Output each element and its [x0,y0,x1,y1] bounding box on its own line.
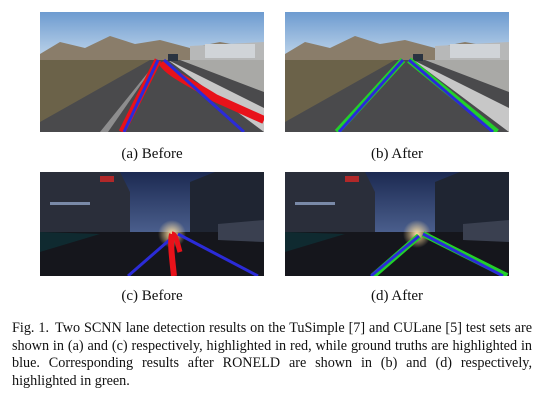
ground-truth-lane-right [422,232,504,276]
image-b-tusimple-after [285,12,509,132]
detection-lane-middle [171,231,183,253]
ground-truth-lane-left [370,234,420,276]
ground-truth-lane-left [337,59,405,132]
subcaption-b: (b) After [370,146,424,162]
figure-caption-text: Two SCNN lane detection results on the T… [12,320,532,389]
ground-truth-lane-right [162,58,246,132]
detection-lane-left [168,233,177,276]
car [168,54,178,61]
image-c-culane-before [40,172,264,276]
subcaption-d: (d) After [370,288,424,304]
parked-car [463,220,509,242]
ground-truth-lane-right [408,58,494,132]
car [413,54,423,61]
ground-truth-lane-left [122,59,160,132]
parked-car [218,220,264,242]
road-scene-day [40,12,264,132]
road-scene-day [285,12,509,132]
road-scene-night [285,172,509,276]
image-a-tusimple-before [40,12,264,132]
ground-truth-lane-right [177,232,259,276]
image-d-culane-after [285,172,509,276]
figure-caption: Fig. 1. Two SCNN lane detection results o… [12,320,532,390]
subcaption-c: (c) Before [121,288,183,304]
ground-truth-lane-left [127,234,175,276]
figure-label: Fig. 1. [12,320,50,336]
subcaption-a: (a) Before [121,146,183,162]
road-scene-night [40,172,264,276]
